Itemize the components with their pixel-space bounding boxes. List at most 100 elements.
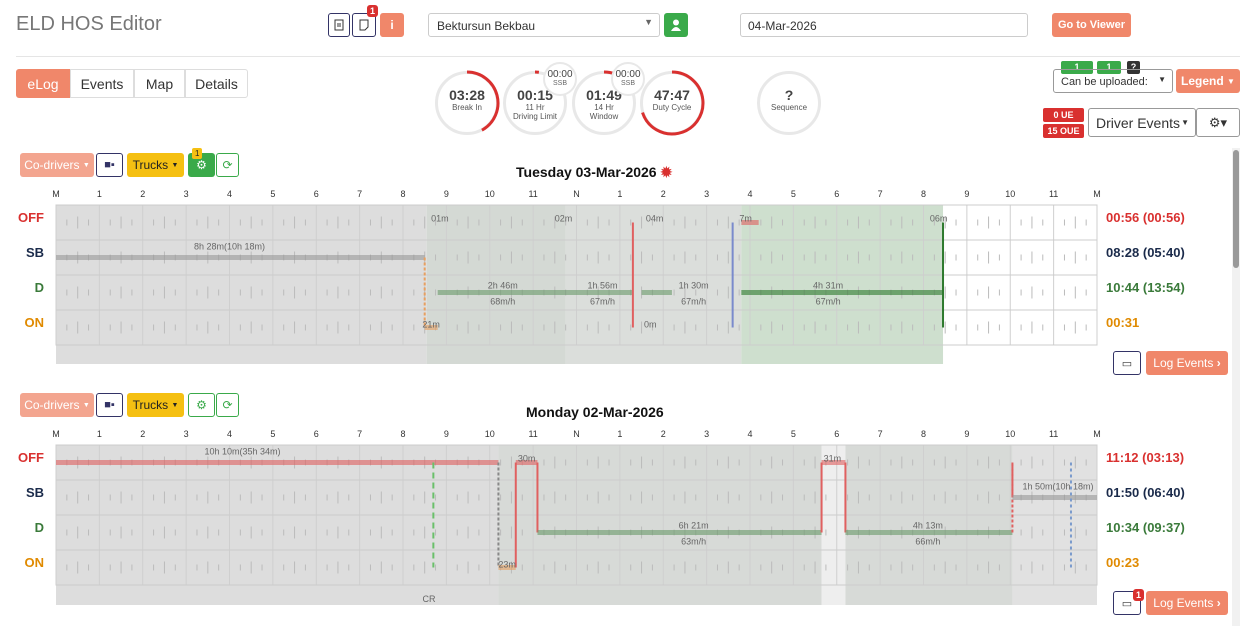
total-off: 11:12 (03:13) [1106,450,1185,465]
date-input[interactable]: 04-Mar-2026 [740,13,1028,37]
duration-label: 68m/h [490,297,515,307]
duration-label: 4h 31m [813,281,843,291]
notes-button[interactable] [352,13,376,37]
gauge-value: ? [784,87,794,103]
truck-button[interactable]: ■▪ [96,393,123,417]
shaded-period [426,205,566,364]
oue-badge: 15 OUE [1043,124,1084,138]
log-graph-day1[interactable]: M 1 2 3 4 5 6 7 8 9 10 11 N 1 2 3 4 5 6 7 8 9 10 11 M 8h 28m(10h … [0,186,1246,366]
caret-down-icon: ▼ [1158,75,1166,84]
axis-label: 8 [921,189,926,199]
axis-label: N [573,429,580,439]
sequence-gauge: ? Sequence [757,71,821,135]
trucks-label: Trucks [132,158,169,172]
duration-label: 10h 10m(35h 34m) [204,447,280,457]
trucks-dropdown[interactable]: Trucks ▼ [127,153,184,177]
info-button[interactable]: i [380,13,404,37]
shaded-period [1012,445,1097,605]
refresh-button[interactable]: ⟳ [216,153,239,177]
axis-label: 8 [921,429,926,439]
driver-events-select[interactable]: Driver Events ▼ [1088,108,1196,137]
go-to-viewer-button[interactable]: Go to Viewer [1052,13,1131,37]
duration-label: 21m [422,320,440,330]
tab-elog[interactable]: eLog [16,69,70,98]
refresh-icon: ⟳ [222,158,233,172]
settings-button[interactable]: ⚙▾ [1196,108,1240,137]
tab-map[interactable]: Map [134,69,185,98]
upload-status-a: 1 [1061,61,1093,74]
total-on: 00:23 [1106,555,1140,570]
legend-label: Legend [1181,74,1224,88]
shaded-period [821,445,846,605]
trucks-dropdown[interactable]: Trucks ▼ [127,393,184,417]
duration-label: 02m [555,214,573,224]
duration-label: 4h 13m [913,521,943,531]
scrollbar-track[interactable] [1232,148,1240,626]
refresh-button[interactable]: ⟳ [216,393,239,417]
codrivers-button[interactable]: Co-drivers ▼ [20,153,94,177]
driving-limit-gauge: 00:15 11 Hr Driving Limit [503,71,567,135]
shaded-period [56,445,499,605]
axis-label: 10 [1005,429,1015,439]
engine-icon: ⚙ [196,398,207,412]
gauge-arc [641,70,705,136]
log-events-button[interactable]: Log Events › [1146,591,1228,615]
log-events-button[interactable]: Log Events › [1146,351,1228,375]
ssb-gauge-2: 00:00 SSB [611,62,645,96]
axis-label: M [52,429,60,439]
axis-label: M [1093,189,1101,199]
duration-label: 67m/h [681,297,706,307]
gauge-label: 14 Hr [594,103,614,112]
log-graph-day2[interactable]: M 1 2 3 4 5 6 7 8 9 10 11 N 1 2 3 4 5 6 7 8 9 10 11 M 10h 10m(35h… [0,426,1246,606]
legend-button[interactable]: Legend ▼ [1176,69,1240,93]
comment-button[interactable]: ▭ [1113,351,1141,375]
gauge-label: 11 Hr [525,103,545,112]
driver-events-label: Driver Events [1096,115,1181,131]
axis-label: 11 [528,429,537,439]
scrollbar-thumb[interactable] [1233,150,1239,268]
engine-button[interactable]: ⚙ [188,393,215,417]
tab-events[interactable]: Events [70,69,134,98]
axis-label: 5 [791,429,796,439]
help-icon[interactable]: ? [1127,61,1140,74]
truck-button[interactable]: ■▪ [96,153,123,177]
axis-label: 1 [617,189,622,199]
axis-label: 9 [444,189,449,199]
chevron-down-icon: ▼ [644,17,653,27]
duration-label: 66m/h [915,537,940,547]
alert-icon: ✹ [660,164,673,180]
ue-badge: 0 UE [1043,108,1084,122]
codrivers-label: Co-drivers [24,158,80,172]
duration-label: 04m [646,214,664,224]
engine-icon: ⚙ [196,158,207,172]
axis-label: M [1093,429,1101,439]
trucks-label: Trucks [132,398,169,412]
tab-details[interactable]: Details [185,69,248,98]
axis-label: 8 [400,189,405,199]
status-label-d: D [34,280,44,295]
axis-label: 1 [97,189,102,199]
app-title: ELD HOS Editor [16,13,162,35]
driver-profile-button[interactable] [664,13,688,37]
caret-down-icon: ▼ [171,161,179,169]
axis-label: 11 [528,189,537,199]
status-label-off: OFF [18,210,44,225]
status-label-sb: SB [25,245,44,260]
caret-down-icon: ▼ [82,161,90,169]
driver-select[interactable]: Bektursun Bekbau ▼ [428,13,660,37]
axis-label: N [573,189,580,199]
axis-label: 1 [617,429,622,439]
upload-status-b: 1 [1097,61,1121,74]
total-on: 00:31 [1106,315,1140,330]
codrivers-button[interactable]: Co-drivers ▼ [20,393,94,417]
engine-badge: 1 [192,148,203,159]
document-button[interactable] [328,13,350,37]
gears-icon: ⚙▾ [1208,114,1228,130]
axis-label: 3 [704,189,709,199]
axis-label: 3 [184,189,189,199]
duration-label: 1h 50m(10h 18m) [1022,482,1093,492]
axis-label: 6 [314,429,319,439]
axis-label: 3 [184,429,189,439]
can-be-uploaded-select[interactable]: Can be uploaded: ▼ [1053,69,1173,93]
axis-label: 9 [964,429,969,439]
